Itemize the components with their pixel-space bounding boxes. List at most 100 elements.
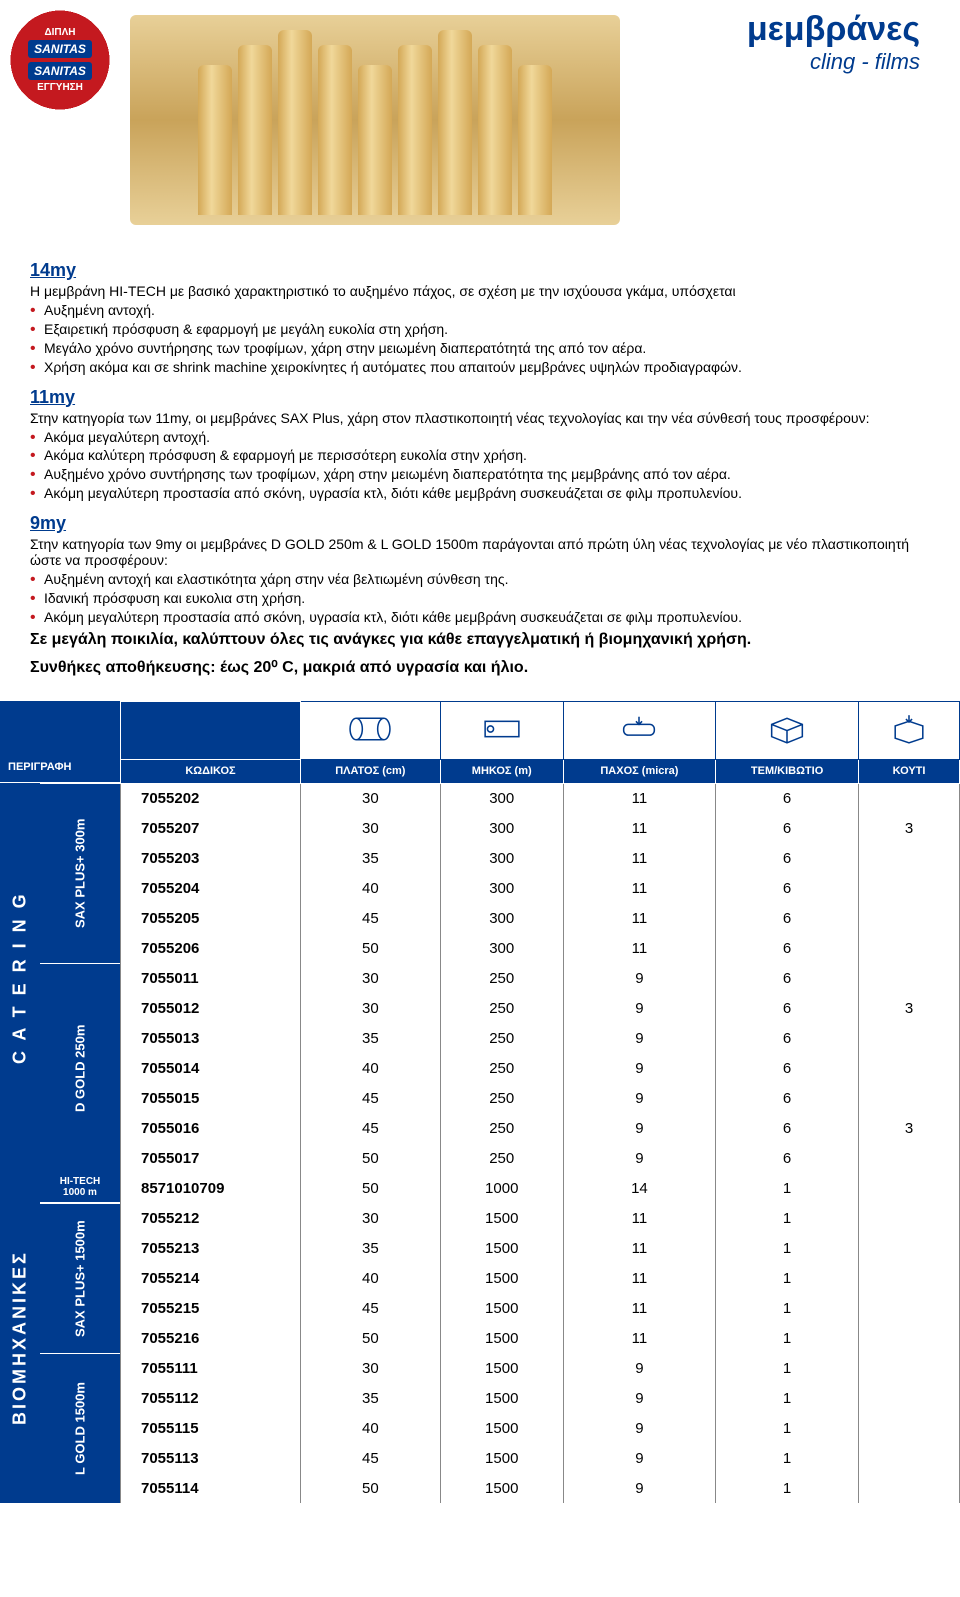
column-icon	[563, 701, 715, 759]
cell-code: 7055011	[121, 963, 301, 993]
side-sub-labels: HI-TECH1000 mSAX PLUS+ 1500mL GOLD 1500m	[40, 1173, 120, 1503]
table-row: 7055216501500111	[121, 1323, 960, 1353]
feature-item: Ακόμη μεγαλύτερη προστασία από σκόνη, υγ…	[30, 484, 930, 503]
table-row: 705501645250963	[121, 1113, 960, 1143]
cell-value: 40	[300, 1053, 440, 1083]
page-title-block: μεμβράνες cling - films	[747, 10, 920, 75]
cell-value: 1500	[440, 1473, 563, 1503]
cell-value: 30	[300, 963, 440, 993]
section-title: 11my	[30, 387, 930, 408]
logo-top-text: ΔΙΠΛΗ	[44, 27, 75, 38]
feature-item: Ιδανική πρόσφυση και ευκολια στη χρήση.	[30, 589, 930, 608]
cell-code: 7055207	[121, 813, 301, 843]
table-row: 8571010709501000141	[121, 1173, 960, 1203]
cell-value: 11	[563, 903, 715, 933]
cell-code: 7055013	[121, 1023, 301, 1053]
feature-item: Μεγάλο χρόνο συντήρησης των τροφίμων, χά…	[30, 339, 930, 358]
cell-value	[859, 1263, 960, 1293]
film-roll-icon	[438, 30, 472, 215]
cell-value: 250	[440, 1083, 563, 1113]
cell-value: 300	[440, 813, 563, 843]
cell-code: 7055017	[121, 1143, 301, 1173]
logo-bottom-text: ΕΓΓΥΗΣΗ	[37, 82, 83, 93]
table-header-row: ΚΩΔΙΚΟΣΠΛΑΤΟΣ (cm)ΜΗΚΟΣ (m)ΠΑΧΟΣ (micra)…	[121, 759, 960, 783]
cell-code: 7055216	[121, 1323, 301, 1353]
cell-value: 11	[563, 843, 715, 873]
cell-value: 30	[300, 813, 440, 843]
cell-code: 8571010709	[121, 1173, 301, 1203]
table-row: 705511130150091	[121, 1353, 960, 1383]
cell-value: 9	[563, 1383, 715, 1413]
cell-code: 7055115	[121, 1413, 301, 1443]
cell-value: 1	[716, 1443, 859, 1473]
cell-value: 11	[563, 1323, 715, 1353]
logo-brand-text-2: SANITAS	[28, 62, 92, 80]
cell-value	[859, 1353, 960, 1383]
cell-value: 30	[300, 1203, 440, 1233]
table-row: 70550175025096	[121, 1143, 960, 1173]
cell-value: 45	[300, 903, 440, 933]
cell-value: 300	[440, 783, 563, 813]
cell-value	[859, 1383, 960, 1413]
cell-code: 7055204	[121, 873, 301, 903]
cell-value: 50	[300, 1323, 440, 1353]
table-row: 705511450150091	[121, 1473, 960, 1503]
page-title: μεμβράνες	[747, 10, 920, 49]
header-area: ΔΙΠΛΗ SANITAS SANITAS ΕΓΓΥΗΣΗ μεμβράνες …	[0, 0, 960, 250]
cell-code: 7055014	[121, 1053, 301, 1083]
cell-value: 40	[300, 873, 440, 903]
cell-code: 7055213	[121, 1233, 301, 1263]
cell-value: 3	[859, 813, 960, 843]
cell-value	[859, 1293, 960, 1323]
cell-value: 1500	[440, 1443, 563, 1473]
feature-item: Αυξημένο χρόνο συντήρησης των τροφίμων, …	[30, 465, 930, 484]
cell-value: 11	[563, 1263, 715, 1293]
side-group: C A T E R I N GSAX PLUS+ 300mD GOLD 250m	[0, 783, 120, 1173]
cell-value: 9	[563, 1023, 715, 1053]
cell-value	[859, 1413, 960, 1443]
cell-code: 7055015	[121, 1083, 301, 1113]
cell-value: 1	[716, 1233, 859, 1263]
page-subtitle: cling - films	[747, 49, 920, 75]
cell-value: 6	[716, 1023, 859, 1053]
cell-value	[859, 1143, 960, 1173]
side-sub-label: D GOLD 250m	[40, 963, 120, 1173]
cell-value: 250	[440, 963, 563, 993]
cell-value: 300	[440, 903, 563, 933]
cell-value: 6	[716, 903, 859, 933]
table-row: 705511235150091	[121, 1383, 960, 1413]
cell-value: 9	[563, 1113, 715, 1143]
cell-value: 50	[300, 1173, 440, 1203]
table-row: 7055214401500111	[121, 1263, 960, 1293]
cell-value: 9	[563, 1143, 715, 1173]
cell-value: 45	[300, 1083, 440, 1113]
section-intro: Στην κατηγορία των 11my, οι μεμβράνες SA…	[30, 410, 930, 426]
side-sub-labels: SAX PLUS+ 300mD GOLD 250m	[40, 783, 120, 1173]
cell-value: 6	[716, 1053, 859, 1083]
table-row: 705511345150091	[121, 1443, 960, 1473]
cell-value	[859, 783, 960, 813]
icon-header-blank	[121, 701, 301, 759]
feature-item: Ακόμα μεγαλύτερη αντοχή.	[30, 428, 930, 447]
cell-value: 1500	[440, 1293, 563, 1323]
cell-value: 300	[440, 843, 563, 873]
side-main-label: C A T E R I N G	[0, 783, 40, 1173]
cell-value	[859, 1473, 960, 1503]
text-section: 14myΗ μεμβράνη HI-TECH με βασικό χαρακτη…	[0, 260, 960, 377]
cell-value	[859, 873, 960, 903]
table-side-labels: ΠΕΡΙΓΡΑΦΗ C A T E R I N GSAX PLUS+ 300mD …	[0, 701, 120, 1504]
feature-list: Αυξημένη αντοχή και ελαστικότητα χάρη στ…	[30, 570, 930, 627]
side-group: ΒΙΟΜΗΧΑΝΙΚΕΣHI-TECH1000 mSAX PLUS+ 1500m…	[0, 1173, 120, 1503]
cell-value: 300	[440, 873, 563, 903]
side-header-label: ΠΕΡΙΓΡΑΦΗ	[0, 701, 120, 773]
cell-value: 45	[300, 1293, 440, 1323]
cell-value: 11	[563, 783, 715, 813]
film-roll-icon	[318, 45, 352, 215]
film-roll-icon	[358, 65, 392, 215]
cell-value: 35	[300, 1023, 440, 1053]
side-sub-label: SAX PLUS+ 300m	[40, 783, 120, 963]
cell-value	[859, 1173, 960, 1203]
cell-value: 1	[716, 1473, 859, 1503]
cell-value: 1500	[440, 1413, 563, 1443]
cell-code: 7055111	[121, 1353, 301, 1383]
